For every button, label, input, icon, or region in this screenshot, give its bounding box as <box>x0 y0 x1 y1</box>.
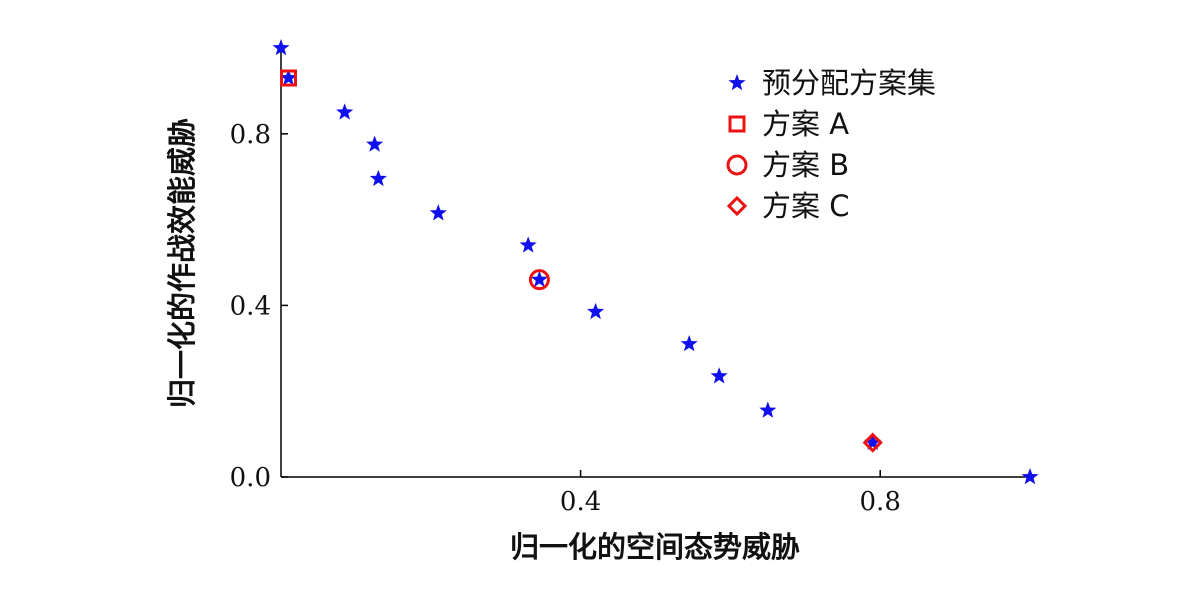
x-tick-label: 0.8 <box>860 487 901 517</box>
legend-item: 方案 C <box>726 189 849 223</box>
legend-label: 预分配方案集 <box>762 66 936 100</box>
data-point-star <box>1021 468 1039 485</box>
x-tick-label: 0.4 <box>560 487 601 517</box>
data-point-star <box>864 433 882 450</box>
data-point-star <box>587 302 605 320</box>
data-point-square <box>279 69 297 87</box>
data-point-star <box>710 367 728 384</box>
y-tick-label: 0.4 <box>230 291 271 321</box>
legend-label: 方案 A <box>762 107 849 141</box>
legend-label: 方案 C <box>762 189 849 223</box>
y-tick-label: 0.8 <box>230 120 271 150</box>
data-point-star <box>366 135 384 152</box>
data-point-star <box>272 39 290 56</box>
data-point-star <box>680 335 698 352</box>
legend-item: 方案 B <box>726 148 849 182</box>
legend-item: 方案 A <box>728 107 849 141</box>
data-point-diamond <box>862 432 883 453</box>
legend-item: 预分配方案集 <box>728 66 936 100</box>
y-axis-title: 归一化的作战效能威胁 <box>165 118 199 408</box>
data-point-star <box>336 103 354 120</box>
axes <box>280 48 1030 478</box>
x-axis-title: 归一化的空间态势威胁 <box>510 530 800 564</box>
data-point-star <box>279 69 298 86</box>
data-marks <box>272 39 1039 485</box>
ticks: 0.4 0.8 0.0 0.4 0.8 <box>230 120 901 517</box>
legend-marker-star <box>728 74 746 91</box>
data-point-star <box>759 401 777 418</box>
data-point-star <box>519 236 537 253</box>
data-point-circle <box>528 269 550 291</box>
legend-marker-circle <box>726 154 748 176</box>
legend-marker-diamond <box>726 195 748 217</box>
data-point-star <box>429 204 447 221</box>
legend-label: 方案 B <box>762 148 849 182</box>
legend-marker-square <box>728 115 746 133</box>
y-tick-label: 0.0 <box>230 463 271 493</box>
data-point-star <box>530 270 548 287</box>
data-point-star <box>369 169 387 187</box>
